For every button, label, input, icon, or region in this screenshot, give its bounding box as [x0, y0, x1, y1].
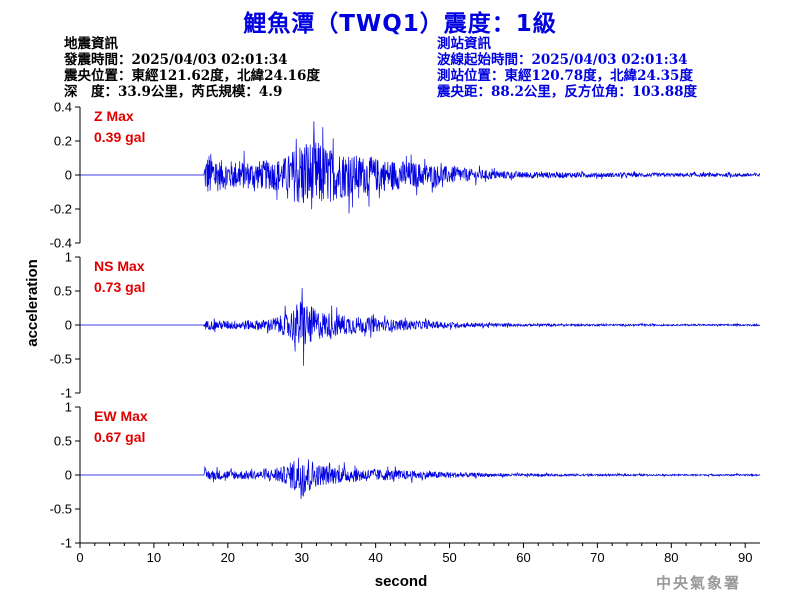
- epicenter-location: 震央位置：東經121.62度，北緯24.16度: [64, 68, 320, 84]
- x-tick-label: 90: [738, 550, 752, 565]
- x-tick-label: 30: [295, 550, 309, 565]
- y-axis-title: acceleration: [24, 259, 41, 347]
- z-y-tick-label: -0.4: [50, 236, 72, 251]
- station-info-block: 測站資訊 波線起始時間：2025/04/03 02:01:34 測站位置：東經1…: [437, 36, 697, 100]
- ew-peak-label: EW Max: [94, 408, 148, 424]
- depth-magnitude: 深 度：33.9公里，芮氏規模：4.9: [64, 84, 283, 100]
- z-y-tick-label: -0.2: [50, 202, 72, 217]
- agency-watermark: 中央氣象署: [656, 574, 742, 592]
- z-y-tick-label: 0: [65, 168, 72, 183]
- wave-start-time: 波線起始時間：2025/04/03 02:01:34: [437, 52, 688, 68]
- ns-y-tick-label: 0.5: [54, 284, 72, 299]
- ns-y-tick-label: 1: [65, 250, 72, 265]
- ns-y-tick-label: -0.5: [50, 352, 72, 367]
- z-waveform-trace: [80, 121, 761, 214]
- x-tick-label: 40: [368, 550, 382, 565]
- z-y-tick-label: 0.4: [54, 100, 72, 115]
- earthquake-info-heading: 地震資訊: [64, 36, 118, 52]
- origin-time: 發震時間：2025/04/03 02:01:34: [64, 52, 288, 68]
- station-info-heading: 測站資訊: [437, 36, 491, 52]
- x-tick-label: 80: [664, 550, 678, 565]
- z-peak-label: Z Max: [94, 108, 134, 124]
- ew-peak-value: 0.67 gal: [94, 429, 145, 445]
- ns-waveform-trace: [80, 287, 761, 366]
- ew-y-tick-label: 1: [65, 400, 72, 415]
- x-tick-label: 60: [516, 550, 530, 565]
- ew-waveform-trace: [80, 457, 761, 499]
- x-tick-label: 0: [76, 550, 83, 565]
- station-location: 測站位置：東經120.78度，北緯24.35度: [437, 68, 693, 84]
- earthquake-info-block: 地震資訊 發震時間：2025/04/03 02:01:34 震央位置：東經121…: [64, 36, 320, 100]
- z-y-tick-label: 0.2: [54, 134, 72, 149]
- x-axis-title: second: [375, 573, 428, 590]
- ns-y-tick-label: -1: [60, 386, 72, 401]
- epicentral-distance: 震央距：88.2公里，反方位角：103.88度: [437, 84, 698, 100]
- x-tick-label: 70: [590, 550, 604, 565]
- z-peak-value: 0.39 gal: [94, 129, 145, 145]
- ns-peak-value: 0.73 gal: [94, 279, 145, 295]
- x-tick-label: 10: [147, 550, 161, 565]
- ns-peak-label: NS Max: [94, 258, 145, 274]
- chart-title: 鯉魚潭（TWQ1）震度：1級: [243, 11, 557, 37]
- ew-y-tick-label: -1: [60, 536, 72, 551]
- ns-y-tick-label: 0: [65, 318, 72, 333]
- ew-y-tick-label: 0.5: [54, 434, 72, 449]
- x-tick-label: 20: [221, 550, 235, 565]
- x-tick-label: 50: [442, 550, 456, 565]
- ew-y-tick-label: -0.5: [50, 502, 72, 517]
- ew-y-tick-label: 0: [65, 468, 72, 483]
